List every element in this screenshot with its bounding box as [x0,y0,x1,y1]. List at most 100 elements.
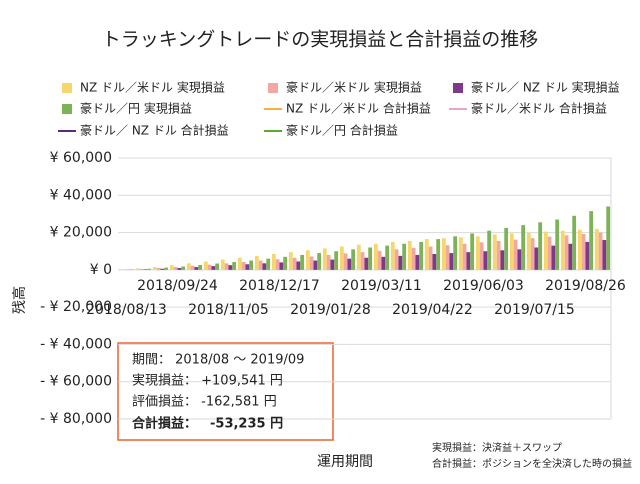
x-tick-label: 2019/04/22 [392,302,473,318]
bar [425,239,429,270]
bar [586,242,590,270]
bar [552,246,556,270]
legend-swatch [453,83,463,93]
legend-swatch [62,104,72,114]
bar [408,241,412,270]
bar [402,244,406,270]
x-tick-label: 2018/12/17 [239,278,320,294]
bar [518,249,522,270]
bar [357,245,361,270]
bar [314,261,318,270]
bar [246,264,250,270]
bar [565,235,569,269]
x-tick-label: 2018/09/24 [137,278,218,294]
bar [191,266,195,270]
y-tick-label: - ¥ 80,000 [40,411,112,427]
y-tick-label: ¥ 0 [90,262,112,278]
bar [310,256,314,269]
bar [459,237,463,270]
bar [215,264,219,270]
x-tick-label: 2018/11/05 [188,302,269,318]
bar [255,256,259,270]
bar [374,244,378,270]
bar [170,265,174,270]
bar [419,242,423,270]
bar [368,247,372,269]
bar [582,234,586,270]
bar [385,246,389,270]
legend-swatch [268,83,278,93]
bar [578,230,582,270]
bar [501,250,505,270]
bar [603,240,607,270]
x-tick-label: 2019/06/03 [443,278,524,294]
bar [467,252,471,270]
footnote: 実現損益：決済益＋スワップ [432,441,562,454]
x-tick-label: 2018/08/13 [86,302,167,318]
bar [487,231,491,270]
bar [187,263,191,270]
bar [561,231,565,270]
summary-line: 実現損益： +109,541 円 [132,373,283,389]
legend-label: 豪ドル／ NZ ドル 合計損益 [80,123,229,138]
bar [272,254,276,270]
bar [174,267,178,270]
summary-total-label: 合計損益： [132,416,197,432]
bar [181,267,185,270]
bar [212,266,216,270]
footnote: 合計損益：ポジションを全決済した時の損益 [432,457,632,470]
bar [229,265,233,270]
bar [195,267,199,270]
bar [391,242,395,270]
bar [208,265,212,270]
bar [535,247,539,269]
bar [323,248,327,269]
bar [242,262,246,270]
bar [395,249,399,270]
bar [493,234,497,269]
bar [606,206,610,269]
bar [157,268,161,270]
bar [340,247,344,270]
bar [412,248,416,270]
summary-line: 評価損益： -162,581 円 [132,395,277,410]
bar [531,238,535,270]
bar [527,233,531,270]
bar [204,261,208,269]
bar [361,252,365,270]
bar [283,257,287,270]
x-tick-label: 2019/07/15 [494,302,575,318]
bar [484,251,488,270]
legend-label: 豪ドル／米ドル 実現損益 [286,80,422,95]
bar [348,259,352,270]
y-tick-label: ¥ 40,000 [50,187,112,203]
bar [334,251,338,270]
bar [569,244,573,270]
bar [521,225,525,270]
bar [463,244,467,270]
bar [136,268,140,269]
summary-line: 期間： 2018/08 ～ 2019/09 [132,353,304,368]
legend-label: NZ ドル／米ドル 実現損益 [80,80,225,95]
x-axis-title: 運用期間 [317,454,373,470]
bar [293,258,297,270]
chart-title: トラッキングトレードの実現損益と合計損益の推移 [102,29,538,51]
bar [263,263,267,270]
y-axis-title: 残高 [11,286,28,314]
bar [225,263,229,270]
bar [416,255,420,270]
legend-label: 豪ドル／円 合計損益 [286,123,398,138]
bar [514,240,518,270]
bar [198,265,202,270]
bar [331,260,335,270]
bar [548,237,552,270]
summary-total-value: -53,235 円 [210,417,283,432]
bar [497,241,501,270]
bar [161,269,165,270]
x-tick-label: 2019/01/28 [290,302,371,318]
bar [599,233,603,270]
bar [351,249,355,270]
bar [249,261,253,270]
bar [450,253,454,270]
